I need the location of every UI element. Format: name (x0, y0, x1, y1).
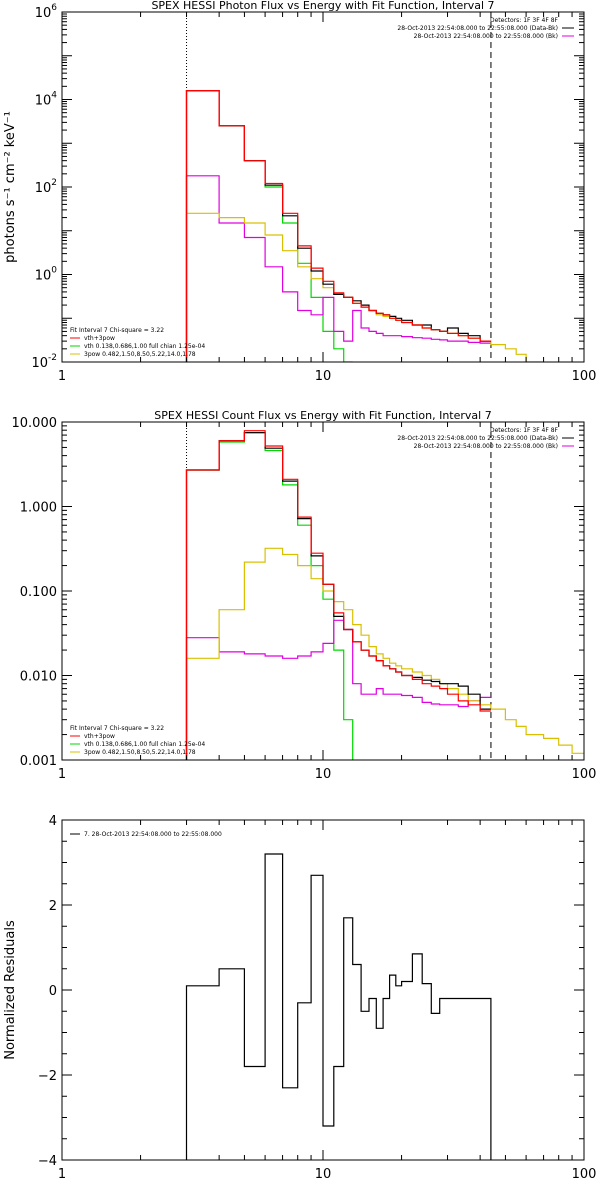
y-tick-label: 102 (35, 178, 57, 196)
chart-panel-2: SPEX HESSI Count Flux vs Energy with Fit… (12, 409, 597, 782)
y-tick-label: 104 (35, 91, 58, 109)
series-line-1 (185, 853, 492, 1160)
y-tick-label: 0.001 (20, 754, 57, 769)
series-line-5 (185, 90, 491, 362)
y-axis-label: photons s⁻¹ cm⁻² keV⁻¹ (3, 111, 18, 263)
series-line-1 (185, 90, 353, 362)
legend-entry-text: 28-Oct-2013 22:54:08.000 to 22:55:08.000… (397, 435, 558, 442)
x-tick-label: 1 (58, 1167, 66, 1182)
x-tick-label: 1 (58, 767, 66, 782)
x-tick-label: 10 (315, 1167, 332, 1182)
series-line-1 (185, 432, 354, 760)
y-tick-label: 4 (49, 814, 57, 829)
legend-entry-text: 28-Oct-2013 22:54:08.000 to 22:55:08.000… (397, 25, 558, 32)
legend-entry-text: vth 0.138,0.686,1.00 full chian 1.25e-04 (84, 741, 205, 748)
x-tick-label: 100 (572, 767, 597, 782)
y-tick-label: 1.000 (20, 501, 57, 516)
legend-entry-text: 28-Oct-2013 22:54:08.000 to 22:55:08.000… (414, 443, 558, 450)
x-tick-label: 100 (572, 369, 597, 384)
y-tick-label: 106 (35, 3, 58, 21)
series-line-2 (185, 175, 491, 362)
legend-entry-text: 3pow 0.482,1.50,8.50,5.22,14.0,1.78 (84, 351, 196, 358)
series-line-3 (185, 547, 584, 760)
legend-entry-text: vth+3pow (84, 733, 115, 740)
y-axis-label: Normalized Residuals (3, 920, 18, 1060)
y-tick-label: 0 (49, 984, 57, 999)
x-tick-label: 10 (315, 369, 332, 384)
legend-entry-text: Fit Interval 7 Chi-square = 3.22 (70, 327, 164, 334)
chart-panel-1: SPEX HESSI Photon Flux vs Energy with Fi… (3, 0, 596, 384)
x-tick-label: 10 (315, 767, 332, 782)
y-tick-label: 10-2 (31, 353, 57, 371)
legend-entry-text: vth 0.138,0.686,1.00 full chian 1.25e-04 (84, 343, 205, 350)
series-line-5 (185, 430, 491, 760)
chart-panel-3: Normalized Residuals 1 10 100 −4 −2 0 2 4 7. 28-O… (3, 814, 596, 1182)
series-line-2 (185, 619, 491, 760)
chart-title: SPEX HESSI Photon Flux vs Energy with Fi… (151, 0, 494, 12)
legend-entry-text: Detectors: 1F 3F 4F 8F (490, 17, 559, 24)
legend-entry-text: Fit Interval 7 Chi-square = 3.22 (70, 725, 164, 732)
data-series-group (185, 853, 492, 1160)
x-tick-label: 100 (572, 1167, 597, 1182)
legend-entry-text: 7. 28-Oct-2013 22:54:08.000 to 22:55:08.… (84, 831, 222, 838)
y-tick-label: −2 (38, 1069, 57, 1084)
legend-entry-text: vth+3pow (84, 335, 115, 342)
series-line-4 (185, 432, 491, 760)
y-tick-label: 10.000 (12, 416, 58, 431)
data-series-group (185, 90, 544, 362)
y-tick-label: 0.010 (20, 670, 57, 685)
legend-entry-text: Detectors: 1F 3F 4F 8F (490, 427, 559, 434)
x-tick-label: 1 (58, 369, 66, 384)
y-tick-label: 0.100 (20, 585, 57, 600)
series-line-4 (185, 90, 491, 362)
legend-entry-text: 3pow 0.482,1.50,8.50,5.22,14.0,1.78 (84, 749, 196, 756)
legend-entry-text: 28-Oct-2013 22:54:08.000 to 22:55:08.000… (414, 33, 558, 40)
y-tick-label: 2 (49, 899, 57, 914)
data-series-group (185, 430, 584, 760)
y-tick-label: −4 (38, 1154, 57, 1169)
chart-title: SPEX HESSI Count Flux vs Energy with Fit… (154, 409, 491, 422)
series-line-3 (185, 212, 544, 362)
y-tick-label: 100 (35, 266, 58, 284)
